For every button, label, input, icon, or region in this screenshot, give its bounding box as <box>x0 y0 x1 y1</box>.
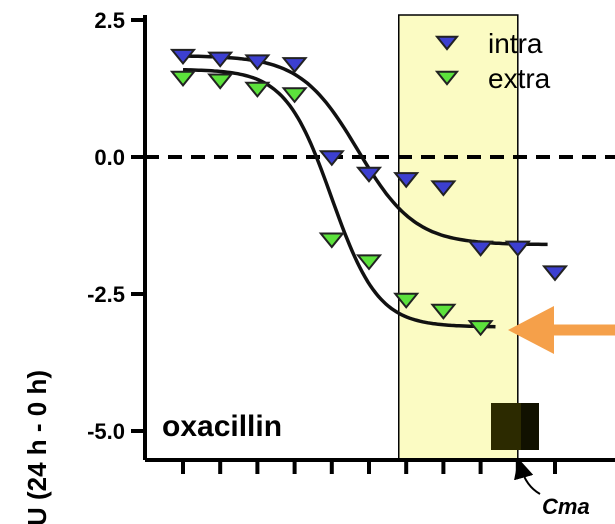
cmax-marker-inner <box>491 403 521 450</box>
data-point-intra <box>244 54 271 71</box>
data-point-extra <box>244 81 271 98</box>
data-point-extra <box>430 303 457 320</box>
y-tick-label: -5.0 <box>87 419 125 444</box>
data-point-extra <box>207 73 234 90</box>
drug-label: oxacillin <box>162 410 282 443</box>
data-point-intra <box>393 172 420 189</box>
data-point-extra <box>281 87 308 104</box>
legend: intra extra <box>434 28 551 94</box>
data-point-extra <box>393 292 420 309</box>
data-point-extra <box>355 254 383 271</box>
y-axis-label: U (24 h - 0 h) <box>22 370 52 524</box>
legend-label-intra: intra <box>488 28 543 59</box>
y-tick-label: 2.5 <box>94 8 125 33</box>
fit-curve-extra <box>182 67 496 329</box>
data-point-intra <box>541 265 569 282</box>
legend-marker-intra <box>434 35 460 51</box>
cmax-label: Cma <box>542 494 590 519</box>
y-tick-label: -2.5 <box>87 282 125 307</box>
y-tick-label: 0.0 <box>94 145 125 170</box>
data-point-intra <box>467 240 494 257</box>
data-point-intra <box>504 240 531 257</box>
data-point-extra <box>467 320 494 337</box>
cmax-pointer-line <box>514 458 541 495</box>
data-point-extra <box>318 232 345 249</box>
data-point-intra <box>207 51 234 68</box>
data-point-intra <box>169 48 197 66</box>
data-point-extra <box>169 70 197 87</box>
legend-marker-extra <box>434 70 460 86</box>
data-point-intra <box>430 180 457 197</box>
data-point-intra <box>318 150 345 167</box>
legend-label-extra: extra <box>488 63 551 94</box>
data-point-intra <box>355 166 383 183</box>
highlight-arrow <box>508 306 615 354</box>
data-point-intra <box>281 57 308 74</box>
